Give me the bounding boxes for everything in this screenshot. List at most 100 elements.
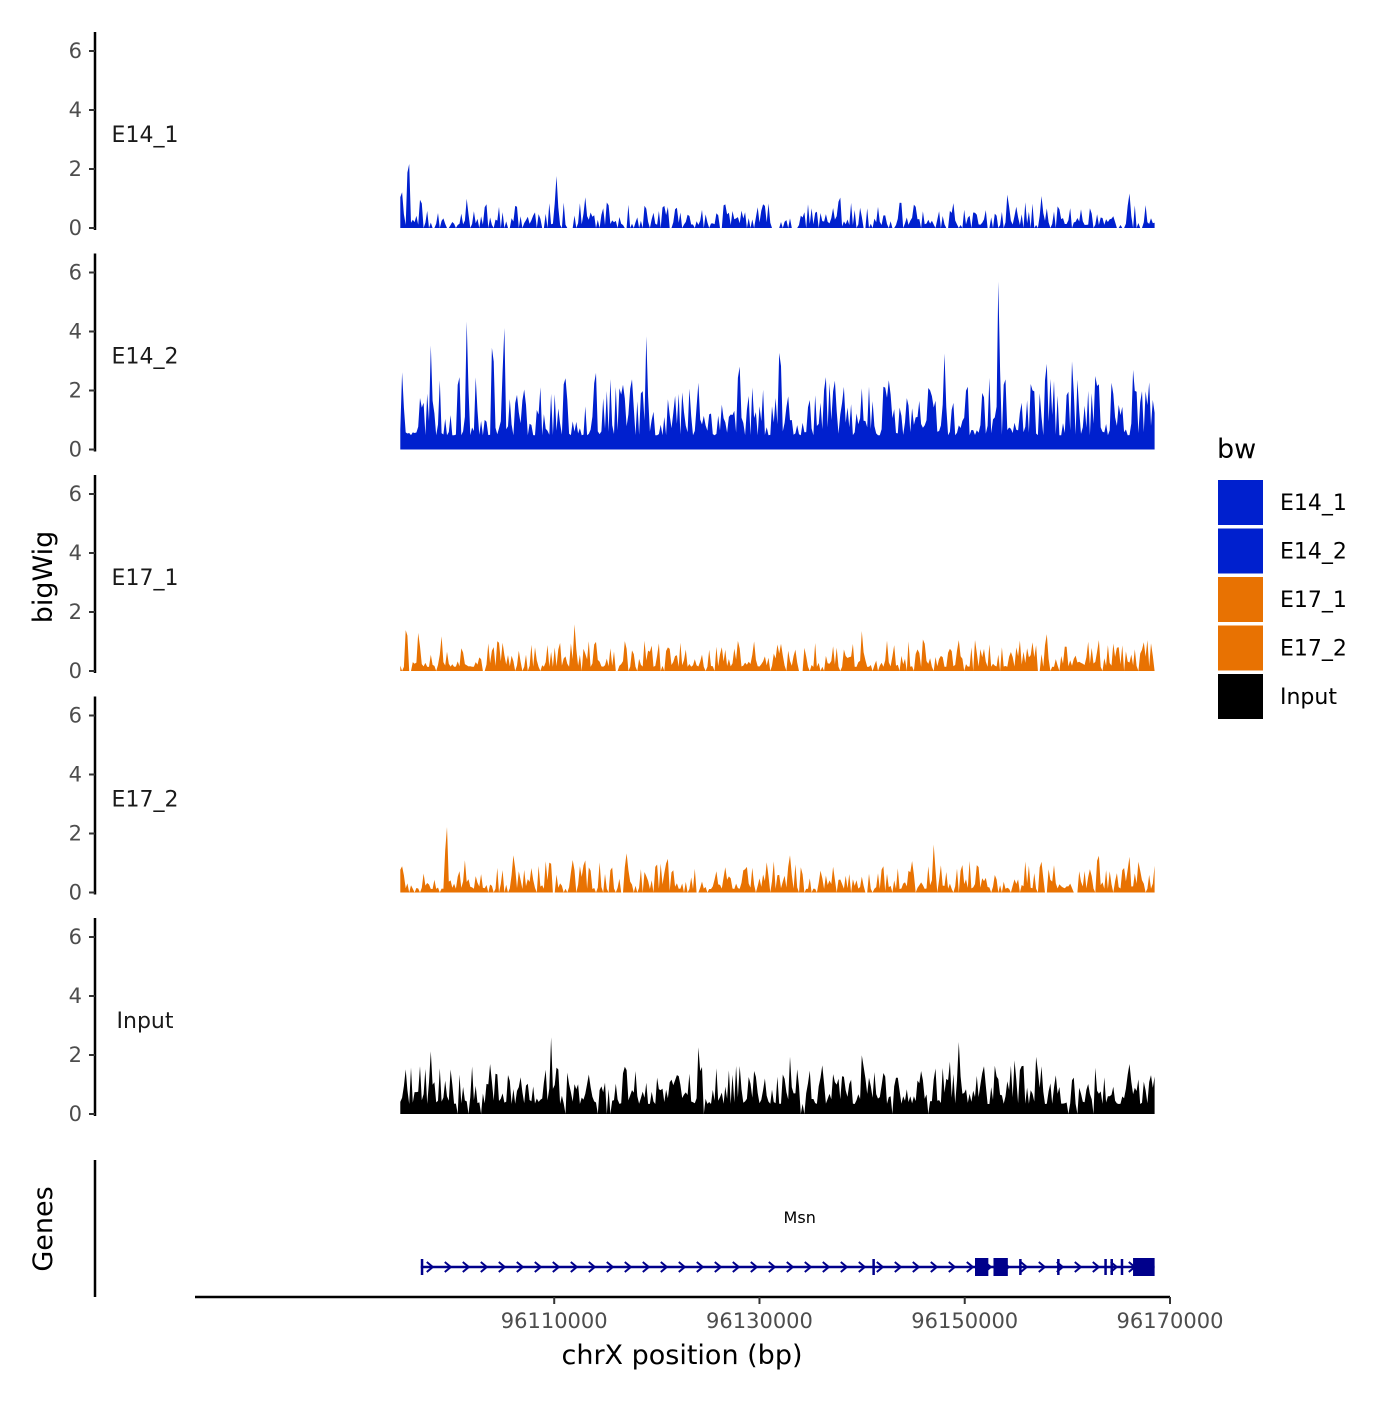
strand-arrow [930, 1261, 939, 1273]
strand-arrow [606, 1261, 615, 1273]
legend-swatch [1218, 625, 1263, 671]
strand-arrow [1074, 1261, 1083, 1273]
strand-arrow [498, 1261, 507, 1273]
track-label-E14_1: E14_1 [112, 123, 179, 148]
strand-arrow [444, 1261, 453, 1273]
exon [1120, 1259, 1124, 1275]
y-tick-label: 6 [69, 261, 82, 285]
gene-Msn: Msn [420, 1208, 1155, 1276]
strand-arrow [552, 1261, 561, 1273]
strand-arrow [948, 1261, 957, 1273]
strand-arrow [588, 1261, 597, 1273]
panel-E14_1: 0 2 4 6 E14_1 [69, 32, 1155, 240]
legend-label: E17_1 [1280, 588, 1347, 613]
y-tick-label: 2 [69, 822, 82, 846]
y-tick-label: 0 [69, 881, 82, 905]
strand-arrow [426, 1261, 435, 1273]
y-tick-label: 2 [69, 1043, 82, 1067]
exon [420, 1259, 424, 1275]
x-axis: 96110000 96130000 96150000 96170000 [195, 1295, 1224, 1333]
panel-E14_2: 0 2 4 6 E14_2 [69, 253, 1155, 462]
y-tick-label: 6 [69, 925, 82, 949]
strand-arrow [858, 1261, 867, 1273]
strand-arrow [516, 1261, 525, 1273]
panel-E17_2: 0 2 4 6 E17_2 [69, 696, 1155, 905]
strand-arrow [1020, 1261, 1029, 1273]
track-label-Input: Input [117, 1009, 174, 1034]
strand-arrow [876, 1261, 885, 1273]
strand-arrow [804, 1261, 813, 1273]
strand-arrow [678, 1261, 687, 1273]
strand-arrow [732, 1261, 741, 1273]
legend-label: E14_1 [1280, 491, 1347, 516]
panel-E17_1: 0 2 4 6 E17_1 [69, 475, 1155, 683]
y-tick-label: 4 [69, 541, 82, 565]
x-tick-label: 96170000 [1117, 1309, 1224, 1333]
y-tick-label: 4 [69, 984, 82, 1008]
track-label-E14_2: E14_2 [112, 345, 179, 370]
y-tick-label: 6 [69, 704, 82, 728]
panel-Input: 0 2 4 6 Input [69, 918, 1155, 1126]
legend-entry-E14_2: E14_2 [1218, 528, 1347, 574]
strand-arrow [480, 1261, 489, 1273]
y-tick-label: 6 [69, 39, 82, 63]
exon [1019, 1259, 1022, 1275]
legend-entry-E17_2: E17_2 [1218, 625, 1347, 671]
strand-arrow [894, 1261, 903, 1273]
signal-area-Input [400, 1037, 1155, 1114]
strand-arrow [966, 1261, 975, 1273]
y-tick-label: 2 [69, 379, 82, 403]
legend-entry-E17_1: E17_1 [1218, 577, 1347, 622]
y-tick-label: 0 [69, 659, 82, 683]
x-tick-label: 96150000 [911, 1309, 1018, 1333]
y-tick-label: 2 [69, 157, 82, 181]
strand-arrow [624, 1261, 633, 1273]
legend-swatch [1218, 480, 1263, 525]
genes-track-label: Genes [28, 1186, 59, 1271]
signal-area-E17_1 [400, 624, 1155, 671]
y-tick-label: 0 [69, 216, 82, 240]
strand-arrow [840, 1261, 849, 1273]
x-tick-label: 96110000 [501, 1309, 608, 1333]
strand-arrow [750, 1261, 759, 1273]
y-tick-label: 0 [69, 1102, 82, 1126]
exon [1110, 1259, 1113, 1275]
signal-panels: 0 2 4 6 E14_1 0 2 4 6 E14_2 0 2 4 6 E17_1 0 2 4 6 E17_2 0 2 4 6… [69, 32, 1155, 1126]
x-axis-title: chrX position (bp) [561, 1340, 802, 1371]
legend-entry-E14_1: E14_1 [1218, 480, 1347, 525]
legend-swatch [1218, 674, 1263, 719]
y-tick-label: 4 [69, 320, 82, 344]
strand-arrow [660, 1261, 669, 1273]
exon [975, 1258, 989, 1276]
legend-entry-Input: Input [1218, 674, 1337, 719]
legend-title: bw [1217, 434, 1256, 465]
signal-area-E14_2 [400, 281, 1155, 450]
strand-arrow [1092, 1261, 1101, 1273]
strand-arrow [1038, 1261, 1047, 1273]
y-tick-label: 6 [69, 482, 82, 506]
legend-label: Input [1280, 685, 1337, 710]
track-label-E17_2: E17_2 [112, 788, 179, 813]
legend-label: E17_2 [1280, 637, 1347, 662]
strand-arrow [912, 1261, 921, 1273]
y-tick-label: 4 [69, 98, 82, 122]
strand-arrow [786, 1261, 795, 1273]
y-axis-title: bigWig [28, 531, 59, 624]
legend: bw E14_1 E14_2 E17_1 E17_2 Input [1217, 434, 1347, 719]
exon [1133, 1258, 1155, 1276]
exon [1104, 1259, 1107, 1275]
strand-arrow [822, 1261, 831, 1273]
strand-arrow [570, 1261, 579, 1273]
gene-name-label: Msn [784, 1208, 816, 1227]
track-label-E17_1: E17_1 [112, 566, 179, 591]
exon [872, 1259, 875, 1275]
legend-swatch [1218, 528, 1263, 574]
legend-swatch [1218, 577, 1263, 622]
genes-panel: Genes Msn [28, 1160, 1155, 1297]
strand-arrow [768, 1261, 777, 1273]
legend-label: E14_2 [1280, 540, 1347, 565]
y-tick-label: 2 [69, 600, 82, 624]
signal-area-E17_2 [400, 827, 1155, 893]
strand-arrow [462, 1261, 471, 1273]
